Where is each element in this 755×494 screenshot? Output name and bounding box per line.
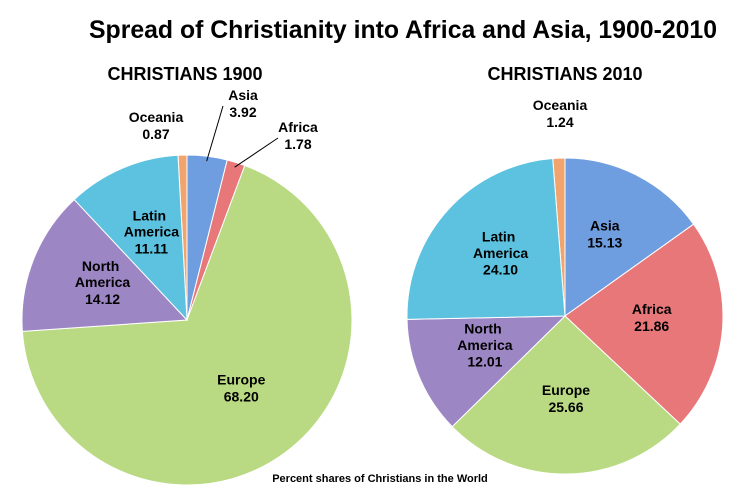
slice-value: 14.12 — [85, 291, 120, 307]
slice-value: 11.11 — [135, 241, 169, 257]
slice-label: Europe — [542, 382, 590, 398]
slice-label: Asia — [590, 218, 620, 234]
slice-label: Oceania — [533, 97, 588, 113]
slice-value: 1.78 — [284, 136, 311, 152]
slice-label: Africa — [278, 119, 318, 135]
slice-label: Latin America — [124, 208, 179, 240]
pie-slice — [406, 157, 566, 320]
chart-title: Spread of Christianity into Africa and A… — [89, 16, 717, 44]
slice-label: Europe — [217, 372, 265, 388]
slice-label: Oceania — [129, 109, 184, 125]
slice-value: 12.01 — [467, 354, 502, 370]
pie-slice — [21, 198, 189, 332]
slice-label: North America — [75, 258, 130, 290]
slice-value: 25.66 — [548, 399, 583, 415]
slice-value: 24.10 — [483, 262, 518, 278]
pie-slice — [406, 315, 567, 428]
pie-slice — [451, 315, 681, 475]
slice-value: 1.24 — [546, 114, 573, 130]
leader-line — [234, 137, 279, 168]
slice-label: Asia — [228, 87, 258, 103]
slice-label: Africa — [632, 301, 672, 317]
pie-slice — [73, 154, 188, 322]
pie-slice — [564, 223, 724, 425]
footnote: Percent shares of Christians in the Worl… — [272, 473, 488, 485]
pie-slice — [564, 157, 695, 317]
pie-title: CHRISTIANS 1900 — [107, 64, 262, 84]
slice-value: 68.20 — [224, 389, 259, 405]
slice-value: 21.86 — [634, 318, 669, 334]
slice-label: Latin America — [473, 229, 528, 261]
slice-label: North America — [457, 321, 512, 353]
pie-slice — [21, 164, 353, 486]
leader-line — [206, 105, 224, 162]
slice-value: 15.13 — [587, 235, 622, 251]
slice-value: 0.87 — [142, 126, 169, 142]
slice-value: 3.92 — [229, 104, 256, 120]
pie-title: CHRISTIANS 2010 — [487, 64, 642, 84]
